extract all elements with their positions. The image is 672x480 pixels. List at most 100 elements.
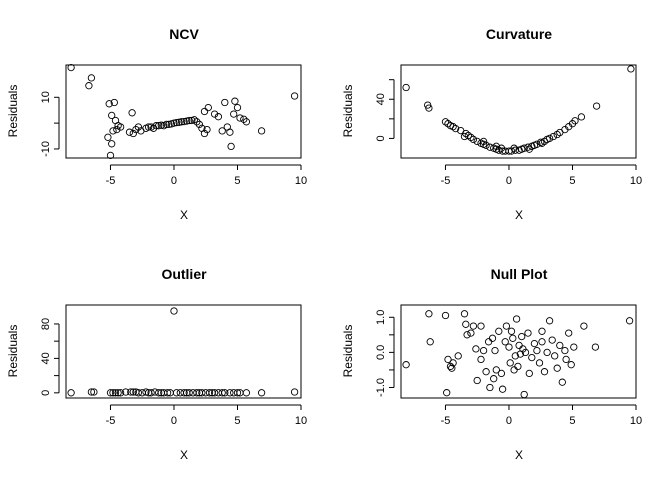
x-tick-label: 0: [171, 175, 177, 187]
data-point: [524, 329, 532, 337]
panel-null-plot: Null Plot X Residuals -5 0 5 10 -1.0 0.0 1.0: [341, 266, 642, 462]
data-point: [538, 327, 546, 335]
data-point: [509, 334, 517, 342]
data-point: [441, 311, 450, 320]
data-point: [507, 327, 516, 335]
y-tick-label: 0: [40, 390, 52, 396]
x-tick-label: 5: [234, 175, 240, 187]
data-point: [185, 389, 193, 397]
data-point: [463, 331, 471, 339]
x-tick-label: 0: [506, 175, 512, 187]
data-point: [505, 343, 513, 351]
data-point: [205, 389, 214, 397]
data-point: [530, 339, 539, 348]
data-point: [134, 123, 143, 131]
data-point: [163, 389, 172, 397]
data-point: [242, 389, 251, 397]
y-axis-label: Residuals: [341, 325, 355, 378]
data-point: [193, 118, 201, 126]
data-point: [230, 389, 238, 397]
data-point: [129, 129, 137, 138]
data-point: [518, 332, 526, 341]
data-point: [125, 128, 134, 136]
y-axis-label: Residuals: [341, 85, 355, 138]
data-point: [127, 388, 135, 396]
x-tick-label: -5: [441, 415, 451, 427]
data-point: [548, 336, 556, 344]
data-point: [108, 140, 116, 148]
plot-frame: [400, 304, 637, 399]
data-point: [175, 118, 183, 126]
data-point: [491, 346, 499, 355]
data-point: [176, 389, 184, 397]
data-point: [144, 123, 153, 131]
data-point: [106, 151, 115, 160]
data-point: [233, 389, 242, 397]
data-point: [87, 74, 96, 82]
plot-frame: [400, 64, 637, 159]
data-point: [477, 322, 485, 330]
data-point: [553, 364, 561, 372]
data-point: [591, 343, 600, 351]
data-point: [114, 389, 122, 397]
data-point: [492, 366, 500, 374]
data-point: [108, 111, 116, 120]
y-axis-label: Residuals: [6, 85, 20, 138]
data-point: [426, 338, 434, 346]
data-point: [570, 343, 578, 351]
data-point: [460, 310, 469, 318]
data-point: [202, 389, 210, 397]
data-point: [444, 355, 452, 364]
data-point: [231, 97, 239, 105]
x-tick-label: 5: [569, 175, 575, 187]
x-tick-label: 0: [506, 415, 512, 427]
data-point: [558, 378, 566, 386]
x-tick-label: 10: [630, 415, 642, 427]
data-point: [116, 389, 125, 397]
x-tick-label: -5: [106, 175, 116, 187]
x-tick-label: 0: [171, 415, 177, 427]
data-point: [479, 346, 488, 355]
data-point: [545, 317, 554, 325]
data-point: [528, 353, 536, 362]
data-point: [214, 389, 223, 397]
data-point: [402, 83, 410, 92]
data-point: [172, 118, 181, 127]
chart-title: Null Plot: [491, 266, 548, 282]
data-point: [551, 352, 559, 360]
data-point: [230, 110, 238, 118]
data-point: [510, 366, 518, 374]
y-tick-label: 0.0: [375, 345, 387, 360]
data-point: [451, 124, 460, 133]
panel-outlier: Outlier X Residuals -5 0 5 10 0 40 80: [6, 266, 307, 462]
data-point: [218, 127, 226, 135]
data-point: [290, 388, 299, 396]
data-point: [482, 141, 490, 149]
data-point: [549, 132, 558, 141]
x-tick-label: 10: [295, 175, 307, 187]
data-point: [540, 368, 549, 376]
data-point: [109, 127, 117, 135]
y-tick-label: 40: [40, 352, 52, 364]
chart-title: Curvature: [486, 26, 552, 42]
data-point: [128, 109, 136, 117]
data-point: [443, 389, 451, 397]
data-point: [502, 322, 511, 330]
data-point: [425, 104, 433, 112]
x-tick-label: -5: [106, 415, 116, 427]
data-point: [592, 102, 601, 110]
data-point: [257, 127, 266, 135]
data-point: [134, 389, 143, 397]
x-tick-label: -5: [441, 175, 451, 187]
data-point: [567, 361, 575, 369]
data-point: [477, 355, 485, 364]
data-point: [448, 364, 456, 372]
data-point: [90, 388, 98, 396]
data-point: [565, 329, 573, 337]
x-tick-label: 5: [234, 415, 240, 427]
data-point: [479, 137, 488, 146]
data-point: [525, 145, 533, 153]
data-point: [190, 116, 198, 124]
chart-title: NCV: [169, 26, 199, 42]
data-point: [170, 307, 178, 315]
